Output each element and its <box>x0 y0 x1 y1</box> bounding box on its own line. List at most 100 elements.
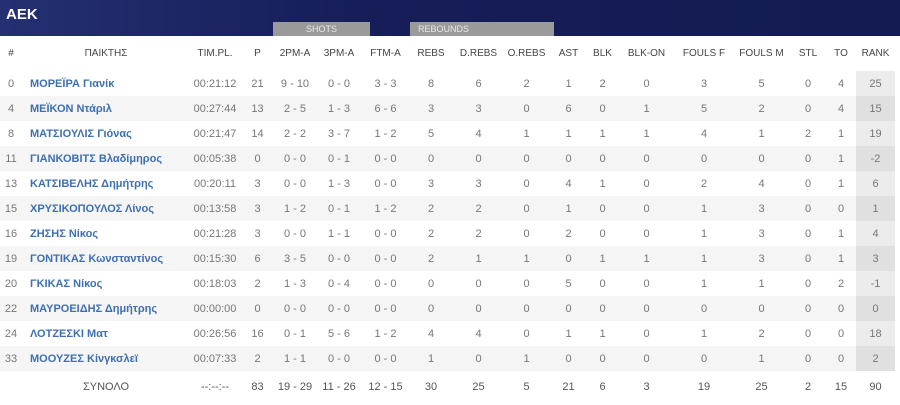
column-header[interactable]: REBS <box>417 48 445 59</box>
stat-cell: 11 <box>0 146 22 171</box>
stat-cell: 1 <box>837 177 845 190</box>
column-header[interactable]: D.REBS <box>459 48 498 59</box>
column-header[interactable]: STL <box>798 48 818 59</box>
stat-cell: 0 <box>790 296 826 321</box>
stat-cell: 25 <box>472 381 485 393</box>
rank-cell: -1 <box>856 271 895 296</box>
stat-cell: 0 <box>643 327 650 340</box>
player-name-link[interactable]: ΜΟΡΕΪΡΑ Γιανίκ <box>30 77 115 90</box>
stat-cell: 00:26:56 <box>193 327 237 340</box>
stat-cell: 2 <box>733 96 790 121</box>
stat-cell: 2 <box>240 346 275 371</box>
column-header[interactable]: O.REBS <box>507 48 546 59</box>
stat-cell: 0 - 1 <box>315 146 363 171</box>
stat-cell: 21 <box>251 77 264 90</box>
column-header[interactable]: FTM-A <box>370 48 401 59</box>
stat-cell: 0 <box>618 346 675 371</box>
stat-cell: 0 <box>550 246 587 271</box>
column-header[interactable]: BLK-ON <box>627 48 666 59</box>
player-name-link[interactable]: ΜΑΤΣΙΟΥΛΙΣ Γιόνας <box>30 127 132 140</box>
player-name-link[interactable]: ΜΟΟΥΖΕΣ Κίνγκσλεϊ <box>22 346 190 371</box>
stat-cell: 0 - 0 <box>374 227 397 240</box>
column-header[interactable]: BLK <box>593 48 612 59</box>
stat-cell: 0 <box>240 146 275 171</box>
stat-cell: 16 <box>251 327 264 340</box>
stat-cell: 1 <box>523 127 530 140</box>
stat-cell: 0 <box>643 227 650 240</box>
stat-cell: 0 <box>454 146 503 171</box>
column-header[interactable]: TO <box>834 48 848 59</box>
stat-cell: 0 - 0 <box>283 227 306 240</box>
stat-cell: 22 <box>0 296 22 321</box>
stat-cell: 1 <box>826 146 856 171</box>
stat-cell: 14 <box>251 127 264 140</box>
stat-cell: 0 <box>790 146 826 171</box>
stat-cell: 6 <box>240 246 275 271</box>
stat-cell: 2 <box>565 227 572 240</box>
player-name-link[interactable]: ΛΟΤΖΕΣΚΙ Ματ <box>30 327 108 340</box>
player-name-link[interactable]: ΓΙΑΝΚΟΒΙΤΣ Βλαδίμηρος <box>22 146 190 171</box>
stat-cell: 00:15:30 <box>190 246 240 271</box>
stat-cell: 2 <box>523 77 530 90</box>
stat-cell: 3 <box>733 196 790 221</box>
stat-cell: 1 <box>587 246 618 271</box>
stat-cell: 11 - 26 <box>322 381 356 393</box>
stat-cell: 5 <box>427 127 435 140</box>
column-header[interactable]: RANK <box>861 48 890 59</box>
column-header-row: # ΠΑΙΚΤΗΣ TIM.PL. P 2PM-A 3PM-A FTM-A REBS D.REB… <box>0 36 895 71</box>
column-header[interactable]: P <box>254 48 261 59</box>
stat-cell: 5 <box>758 77 765 90</box>
stat-cell: 4 <box>475 127 482 140</box>
stat-cell: 0 - 0 <box>315 296 363 321</box>
stat-cell: 0 <box>599 227 606 240</box>
stat-cell: 2 <box>454 196 503 221</box>
column-header[interactable]: AST <box>558 48 579 59</box>
column-header[interactable]: TIM.PL. <box>197 48 233 59</box>
stat-cell: 4 <box>826 96 856 121</box>
player-name-link[interactable]: ΜΕΪΚΟΝ Ντάριλ <box>22 96 190 121</box>
stat-cell: 1 <box>550 196 587 221</box>
stat-cell: 1 - 3 <box>283 277 306 290</box>
stat-cell: 0 <box>587 96 618 121</box>
stat-cell: 13 <box>4 177 18 190</box>
stat-cell: 0 <box>503 146 550 171</box>
stat-cell: 4 <box>427 327 435 340</box>
stat-cell: 0 - 0 <box>315 346 363 371</box>
stat-cell: 3 - 3 <box>374 77 397 90</box>
stat-cell: 0 <box>618 196 675 221</box>
player-name-link[interactable]: ΚΑΤΣΙΒΕΛΗΣ Δημήτρης <box>30 177 154 190</box>
stat-cell: 2 - 2 <box>283 127 306 140</box>
player-name-link[interactable]: ΧΡΥΣΙΚΟΠΟΥΛΟΣ Λίνος <box>22 196 190 221</box>
stat-cell: 6 <box>475 77 482 90</box>
stat-cell: 0 <box>826 196 856 221</box>
column-header[interactable]: 3PM-A <box>323 48 355 59</box>
stat-cell: 0 <box>503 296 550 321</box>
team-title: AEK <box>6 6 38 23</box>
stat-cell: 0 <box>550 346 587 371</box>
player-name-link[interactable]: ΜΑΥΡΟΕΙΔΗΣ Δημήτρης <box>22 296 190 321</box>
column-header[interactable]: # <box>8 48 14 59</box>
column-header[interactable]: 2PM-A <box>279 48 311 59</box>
player-name-link[interactable]: ΓΟΝΤΙΚΑΣ Κωνσταντίνος <box>22 246 190 271</box>
stat-cell: 00:05:38 <box>190 146 240 171</box>
stat-cell: 9 - 10 <box>280 77 310 90</box>
player-name-link[interactable]: ΓΚΙΚΑΣ Νίκος <box>30 277 103 290</box>
stat-cell: --:--:-- <box>200 381 230 393</box>
stat-cell: 2 <box>837 277 845 290</box>
stat-cell: 0 <box>804 227 812 240</box>
stat-cell: 2 <box>475 227 482 240</box>
stat-cell: 0 <box>7 77 15 90</box>
rank-cell: 6 <box>856 171 895 196</box>
column-header[interactable]: FOULS F <box>682 48 726 59</box>
stat-cell: 0 <box>790 96 826 121</box>
stat-cell: 8 <box>427 77 435 90</box>
stat-cell: 0 <box>408 146 454 171</box>
stat-cell: 6 <box>550 96 587 121</box>
stat-cell: 0 <box>618 146 675 171</box>
stat-cell: 0 - 0 <box>374 277 397 290</box>
column-header[interactable]: ΠΑΙΚΤΗΣ <box>84 48 128 59</box>
column-header[interactable]: FOULS M <box>739 48 784 59</box>
player-name-link[interactable]: ΖΗΣΗΣ Νίκος <box>30 227 99 240</box>
